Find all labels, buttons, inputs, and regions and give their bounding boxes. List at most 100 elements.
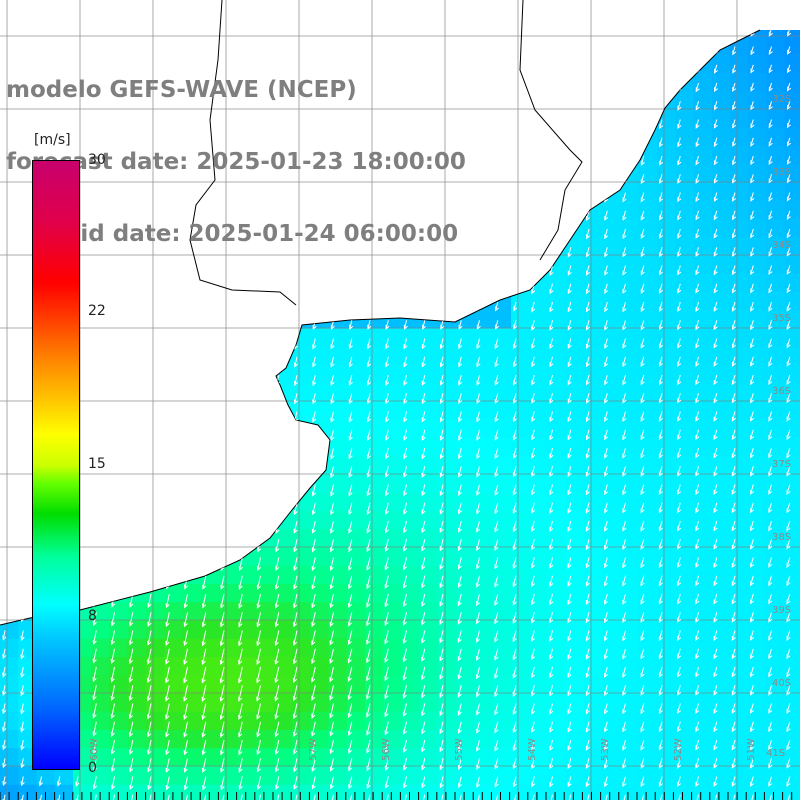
wind-arrow (586, 356, 590, 368)
wind-arrow (2, 703, 7, 715)
speed-cell (219, 565, 238, 585)
wind-arrow (512, 739, 517, 752)
speed-cell (419, 529, 439, 549)
speed-cell (456, 584, 476, 603)
speed-cell (365, 638, 384, 658)
speed-cell (675, 164, 695, 184)
wind-arrow (567, 265, 572, 276)
speed-cell (219, 766, 238, 786)
speed-cell (438, 675, 457, 695)
wind-arrow (549, 502, 554, 514)
speed-cell (730, 748, 749, 768)
wind-arrow (402, 685, 407, 699)
speed-cell (565, 438, 585, 457)
speed-cell (456, 657, 476, 676)
speed-cell (620, 638, 640, 658)
wind-arrow (604, 338, 609, 349)
speed-cell (438, 730, 457, 749)
speed-cell (438, 474, 457, 494)
wind-arrow (348, 794, 353, 800)
speed-cell (565, 511, 585, 530)
speed-cell (419, 730, 439, 749)
speed-cell (438, 748, 457, 768)
wind-arrow (585, 758, 590, 770)
wind-arrow (695, 447, 700, 459)
lon-label: 52W (672, 738, 684, 761)
wind-arrow (366, 520, 371, 534)
speed-cell (730, 474, 749, 494)
wind-arrow (457, 648, 462, 662)
wind-arrow (311, 612, 316, 628)
wind-arrow (713, 484, 718, 496)
speed-cell (474, 547, 494, 567)
speed-cell (127, 638, 147, 658)
speed-cell (730, 438, 749, 457)
speed-cell (346, 401, 366, 421)
wind-arrow (585, 648, 590, 660)
speed-cell (675, 292, 695, 311)
speed-cell (328, 511, 348, 530)
speed-cell (127, 657, 147, 676)
wind-arrow (695, 393, 700, 404)
wind-arrow (421, 685, 426, 699)
wind-arrow (640, 393, 645, 404)
wind-arrow (366, 502, 371, 516)
wind-arrow (677, 539, 682, 550)
speed-cell (474, 401, 494, 421)
wind-arrow (293, 575, 298, 590)
wind-arrow (238, 776, 243, 791)
speed-cell (182, 748, 202, 768)
speed-cell (730, 492, 749, 512)
speed-cell (730, 91, 749, 111)
wind-arrow (750, 228, 755, 239)
speed-cell (584, 328, 603, 348)
speed-cell (328, 620, 348, 640)
wind-arrow (567, 374, 572, 386)
wind-arrow (347, 630, 353, 646)
lat-label: 35S (772, 313, 792, 324)
wind-arrow (219, 666, 225, 684)
wind-arrow (640, 557, 645, 569)
wind-arrow (567, 575, 572, 587)
wind-arrow (585, 630, 590, 642)
speed-cell (419, 638, 439, 658)
wind-arrow (768, 155, 773, 165)
speed-cell (675, 182, 695, 202)
wind-arrow (585, 721, 590, 733)
speed-cell (109, 711, 129, 731)
wind-arrow (622, 484, 627, 496)
wind-arrow (531, 612, 536, 624)
speed-cell (383, 383, 403, 403)
speed-cell (365, 438, 384, 457)
speed-cell (766, 146, 786, 165)
speed-cell (438, 401, 457, 421)
speed-cell (310, 328, 330, 348)
speed-cell (419, 547, 439, 567)
wind-arrow (658, 739, 663, 751)
speed-cell (766, 511, 786, 530)
speed-cell (383, 419, 403, 439)
wind-arrow (476, 776, 481, 788)
speed-cell (547, 675, 567, 695)
speed-cell (310, 748, 330, 768)
speed-cell (620, 547, 640, 567)
wind-arrow (695, 283, 700, 294)
wind-arrow (531, 575, 536, 588)
speed-cell (748, 620, 768, 640)
speed-cell (638, 200, 658, 220)
wind-arrow (220, 794, 225, 800)
speed-cell (602, 693, 622, 713)
speed-cell (584, 383, 603, 403)
speed-cell (675, 273, 695, 293)
wind-arrow (92, 666, 97, 683)
speed-cell (711, 675, 731, 695)
wind-arrow (531, 685, 536, 697)
wind-arrow (476, 557, 481, 570)
wind-arrow (677, 721, 682, 733)
speed-cell (693, 200, 713, 220)
wind-arrow (713, 593, 718, 605)
speed-cell (693, 365, 713, 384)
wind-arrow (622, 374, 627, 386)
speed-cell (565, 547, 585, 567)
wind-arrow (440, 393, 444, 405)
